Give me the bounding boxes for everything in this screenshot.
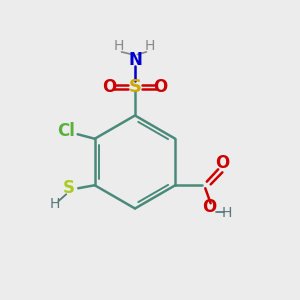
Text: H: H <box>222 206 232 220</box>
Text: O: O <box>202 198 216 216</box>
Text: O: O <box>215 154 230 172</box>
Text: H: H <box>50 197 60 211</box>
Text: H: H <box>113 40 124 53</box>
Text: O: O <box>153 78 168 96</box>
Text: O: O <box>102 78 117 96</box>
Text: S: S <box>128 78 142 96</box>
Text: S: S <box>63 179 75 197</box>
Text: N: N <box>128 51 142 69</box>
Text: Cl: Cl <box>57 122 75 140</box>
Text: H: H <box>144 40 154 53</box>
